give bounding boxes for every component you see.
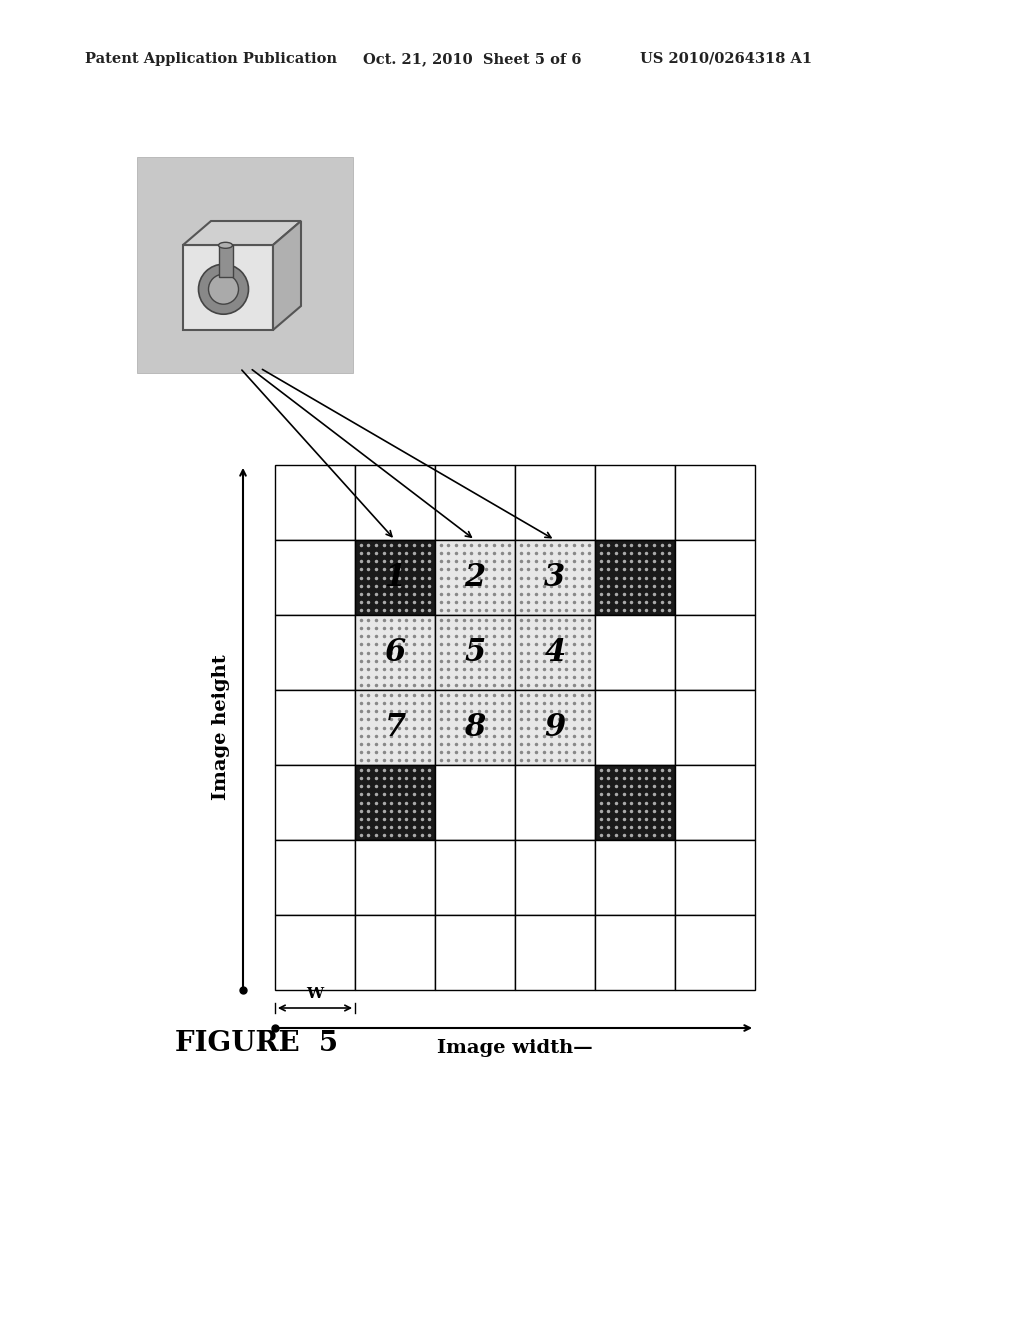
- Text: Oct. 21, 2010  Sheet 5 of 6: Oct. 21, 2010 Sheet 5 of 6: [362, 51, 582, 66]
- Polygon shape: [273, 220, 301, 330]
- Text: 7: 7: [384, 711, 406, 743]
- Bar: [595, 615, 675, 690]
- Bar: [218, 246, 232, 277]
- Bar: [355, 615, 435, 690]
- Text: US 2010/0264318 A1: US 2010/0264318 A1: [640, 51, 812, 66]
- Circle shape: [199, 264, 249, 314]
- Bar: [137, 157, 353, 374]
- Bar: [595, 766, 675, 840]
- Bar: [435, 615, 515, 690]
- Bar: [355, 540, 435, 615]
- Bar: [435, 465, 515, 540]
- Bar: [435, 840, 515, 915]
- Bar: [275, 465, 355, 540]
- Bar: [515, 615, 595, 690]
- Bar: [275, 690, 355, 766]
- Bar: [515, 690, 595, 766]
- Bar: [435, 540, 515, 615]
- Bar: [355, 840, 435, 915]
- Bar: [675, 540, 755, 615]
- Bar: [355, 915, 435, 990]
- Text: 4: 4: [545, 638, 565, 668]
- Bar: [595, 540, 675, 615]
- Bar: [595, 465, 675, 540]
- Text: 6: 6: [384, 638, 406, 668]
- Text: 3: 3: [545, 562, 565, 593]
- Text: W: W: [306, 987, 324, 1001]
- Text: 1: 1: [384, 562, 406, 593]
- Circle shape: [209, 275, 239, 304]
- Bar: [435, 690, 515, 766]
- Text: Patent Application Publication: Patent Application Publication: [85, 51, 337, 66]
- Bar: [515, 840, 595, 915]
- Text: 5: 5: [464, 638, 485, 668]
- Text: Image height: Image height: [212, 655, 230, 800]
- Bar: [675, 615, 755, 690]
- Text: 9: 9: [545, 711, 565, 743]
- Text: Image width—: Image width—: [437, 1039, 593, 1057]
- Bar: [675, 465, 755, 540]
- Bar: [355, 465, 435, 540]
- Bar: [675, 766, 755, 840]
- Bar: [275, 766, 355, 840]
- Bar: [515, 915, 595, 990]
- Bar: [515, 766, 595, 840]
- Ellipse shape: [218, 243, 232, 248]
- Bar: [595, 915, 675, 990]
- Bar: [355, 690, 435, 766]
- Bar: [275, 915, 355, 990]
- Bar: [275, 615, 355, 690]
- Bar: [515, 540, 595, 615]
- Bar: [275, 540, 355, 615]
- Bar: [183, 246, 273, 330]
- Bar: [515, 465, 595, 540]
- Text: 2: 2: [464, 562, 485, 593]
- Polygon shape: [183, 220, 301, 246]
- Bar: [675, 690, 755, 766]
- Bar: [675, 840, 755, 915]
- Bar: [595, 840, 675, 915]
- Bar: [435, 915, 515, 990]
- Bar: [435, 766, 515, 840]
- Text: 8: 8: [464, 711, 485, 743]
- Text: FIGURE  5: FIGURE 5: [175, 1030, 338, 1057]
- Bar: [275, 840, 355, 915]
- Bar: [595, 690, 675, 766]
- Bar: [355, 766, 435, 840]
- Bar: [675, 915, 755, 990]
